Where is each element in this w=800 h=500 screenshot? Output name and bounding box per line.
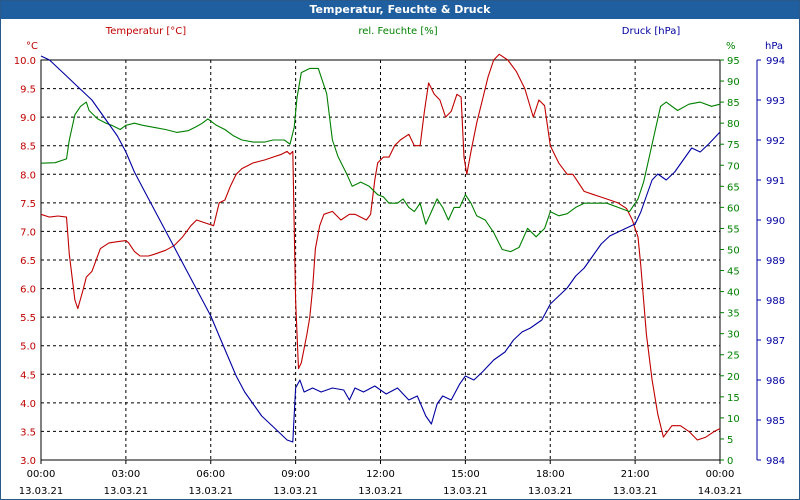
x-tick-time-label: 03:00 [111,469,140,480]
pressure-tick-label: 992 [766,136,785,147]
x-tick-date-label: 13.03.21 [528,486,573,497]
humidity-tick-label: 40 [727,288,740,299]
pressure-legend-label: Druck [hPa] [622,26,681,37]
temperature-tick-label: 7.5 [20,199,36,210]
humidity-tick-label: 55 [727,224,740,235]
humidity-tick-label: 80 [727,119,740,130]
temperature-series-line [40,53,721,441]
humidity-tick-label: 5 [727,435,733,446]
temperature-tick-label: 8.5 [20,142,36,153]
x-tick-date-label: 14.03.21 [698,486,743,497]
pressure-tick-label: 990 [766,216,785,227]
temperature-tick-label: 10.0 [14,56,36,67]
x-tick-time-label: 09:00 [281,469,310,480]
x-tick-time-label: 15:00 [451,469,480,480]
temperature-tick-label: 7.0 [20,227,36,238]
humidity-tick-label: 25 [727,351,740,362]
x-tick-time-label: 21:00 [621,469,650,480]
temperature-tick-label: 5.5 [20,313,36,324]
pressure-tick-label: 985 [766,416,785,427]
pressure-tick-label: 987 [766,336,785,347]
temperature-unit-label: °C [26,41,38,52]
temperature-tick-label: 5.0 [20,342,36,353]
humidity-tick-label: 30 [727,330,740,341]
humidity-legend-label: rel. Feuchte [%] [358,26,437,37]
temperature-tick-label: 9.0 [20,113,36,124]
temperature-tick-label: 4.5 [20,370,36,381]
pressure-tick-label: 994 [766,56,785,67]
humidity-tick-label: 65 [727,182,740,193]
x-tick-date-label: 13.03.21 [104,486,149,497]
pressure-tick-label: 991 [766,176,785,187]
temperature-tick-label: 6.5 [20,256,36,267]
pressure-tick-label: 993 [766,96,785,107]
humidity-tick-label: 85 [727,98,740,109]
humidity-tick-label: 90 [727,77,740,88]
x-tick-time-label: 00:00 [27,469,56,480]
x-tick-time-label: 06:00 [196,469,225,480]
chart-title: Temperatur, Feuchte & Druck [1,1,799,19]
pressure-tick-label: 986 [766,376,785,387]
humidity-unit-label: % [726,41,736,52]
pressure-tick-label: 989 [766,256,785,267]
humidity-tick-label: 10 [727,414,740,425]
humidity-tick-label: 95 [727,56,740,67]
humidity-tick-label: 35 [727,309,740,320]
x-tick-time-label: 18:00 [536,469,565,480]
temperature-tick-label: 3.5 [20,427,36,438]
x-tick-time-label: 12:00 [366,469,395,480]
humidity-tick-label: 45 [727,267,740,278]
x-tick-date-label: 13.03.21 [358,486,403,497]
humidity-tick-label: 15 [727,393,740,404]
x-tick-date-label: 13.03.21 [188,486,233,497]
chart-canvas: 10.0 9.5 9.0 8.5 8.0 7.5 7.0 6.5 6.0 5.5 5.0 4.5 4.0… [14,26,785,497]
humidity-tick-label: 75 [727,140,740,151]
humidity-tick-label: 20 [727,372,740,383]
temperature-tick-label: 6.0 [20,285,36,296]
temperature-tick-label: 4.0 [20,399,36,410]
pressure-series-line [40,55,721,443]
x-tick-date-label: 13.03.21 [273,486,318,497]
humidity-tick-label: 0 [727,456,733,467]
humidity-tick-label: 50 [727,245,740,256]
x-tick-date-label: 13.03.21 [19,486,64,497]
humidity-tick-label: 60 [727,203,740,214]
x-tick-time-label: 00:00 [706,469,735,480]
pressure-tick-label: 988 [766,296,785,307]
temperature-tick-label: 8.0 [20,170,36,181]
humidity-series-line [40,67,721,253]
temperature-legend-label: Temperatur [°C] [105,26,186,37]
x-tick-date-label: 13.03.21 [443,486,488,497]
pressure-unit-label: hPa [765,41,783,52]
temperature-tick-label: 3.0 [20,456,36,467]
temperature-tick-label: 9.5 [20,85,36,96]
humidity-tick-label: 70 [727,161,740,172]
pressure-tick-label: 984 [766,456,785,467]
x-tick-date-label: 13.03.21 [613,486,658,497]
